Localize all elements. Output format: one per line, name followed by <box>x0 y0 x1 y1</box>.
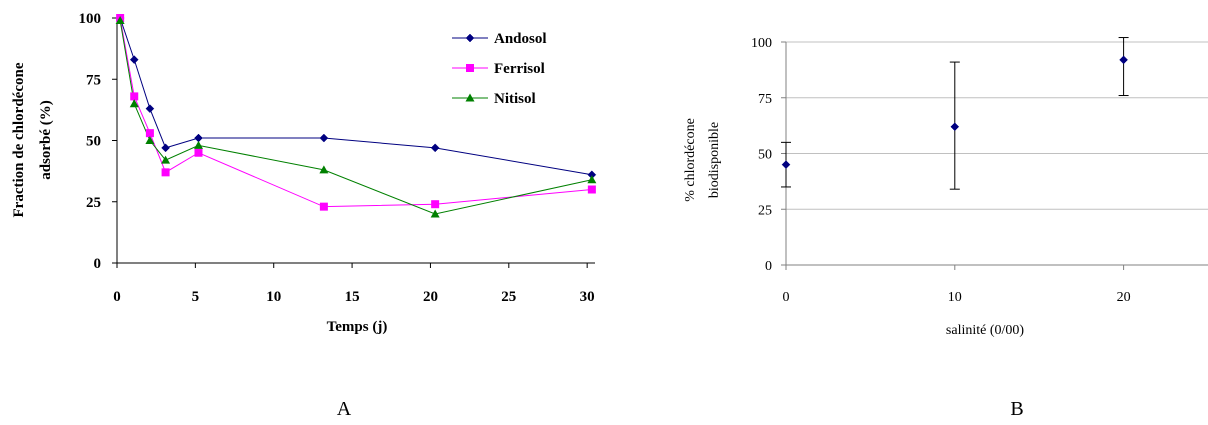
data-point-ferrisol <box>431 200 440 209</box>
data-point-andosol <box>430 143 440 153</box>
data-point-ferrisol <box>319 202 328 211</box>
chart-a: 0 25 50 75 100 0 5 10 15 20 25 30 Temps (j) Fractio… <box>11 11 597 335</box>
panel-label-a: A <box>337 398 352 420</box>
data-point-nitisol <box>129 99 139 108</box>
series-line-ferrisol <box>119 17 592 208</box>
y-tick-label: 25 <box>758 203 772 218</box>
y-tick-label: 0 <box>765 259 772 274</box>
y-tick-label: 0 <box>94 256 102 272</box>
legend-marker-ferrisol <box>466 64 474 72</box>
data-point-nitisol <box>145 136 155 144</box>
chart-b: 0 25 50 75 100 0 10 20 salinité (0/00) % chlord… <box>683 36 1208 338</box>
data-point-ferrisol <box>130 92 139 101</box>
data-point-nitisol <box>115 15 125 24</box>
y-tick-label: 75 <box>86 72 101 88</box>
series-line-andosol <box>119 17 592 176</box>
x-tick-label: 15 <box>345 289 360 305</box>
x-tick-label: 0 <box>783 290 790 305</box>
data-point-andosol <box>319 133 329 143</box>
legend-label-ferrisol: Ferrisol <box>494 61 545 77</box>
x-tick-label: 30 <box>580 289 595 305</box>
x-axis-label: Temps (j) <box>327 319 388 335</box>
legend-marker-nitisol <box>465 93 475 102</box>
data-point <box>950 122 960 132</box>
x-tick-label: 10 <box>266 289 281 305</box>
y-tick-label: 50 <box>758 148 772 163</box>
x-tick-label: 25 <box>501 289 516 305</box>
data-point-ferrisol <box>161 168 170 177</box>
panel-label-b: B <box>1010 398 1023 420</box>
data-point-nitisol <box>161 155 171 164</box>
data-point-andosol <box>145 104 155 114</box>
data-point <box>781 160 791 170</box>
series-line-nitisol <box>119 20 592 215</box>
y-axis-label-line-1: Fraction de chlordécone <box>11 62 27 217</box>
y-tick-label: 50 <box>86 134 101 150</box>
y-tick-label: 100 <box>79 11 102 27</box>
y-axis-label-line-2: biodisponible <box>707 122 722 198</box>
y-axis-label-line-2: adsorbé (%) <box>38 100 54 180</box>
x-tick-label: 20 <box>423 289 438 305</box>
x-tick-label: 10 <box>948 290 962 305</box>
x-axis-label: salinité (0/00) <box>946 323 1024 338</box>
legend: Andosol Ferrisol Nitisol <box>452 31 547 107</box>
y-tick-label: 75 <box>758 92 772 107</box>
data-point-ferrisol <box>145 129 154 138</box>
data-point-ferrisol <box>587 185 596 194</box>
data-point-andosol <box>161 143 170 153</box>
y-axis-label-line-1: % chlordécone <box>683 118 698 202</box>
data-point-ferrisol <box>194 148 203 157</box>
legend-label-andosol: Andosol <box>494 31 547 47</box>
x-tick-label: 20 <box>1117 290 1131 305</box>
data-point-andosol <box>194 133 203 143</box>
data-point <box>1119 55 1128 65</box>
y-tick-label: 100 <box>751 36 772 51</box>
data-point-nitisol <box>319 165 329 174</box>
data-point-nitisol <box>587 175 597 184</box>
x-tick-label: 5 <box>192 289 200 305</box>
legend-marker-andosol <box>465 33 475 43</box>
data-point-andosol <box>129 55 139 65</box>
legend-label-nitisol: Nitisol <box>494 91 536 107</box>
data-point-nitisol <box>193 140 203 149</box>
y-tick-label: 25 <box>86 195 101 211</box>
data-point-nitisol <box>430 209 440 218</box>
x-tick-label: 0 <box>113 289 121 305</box>
